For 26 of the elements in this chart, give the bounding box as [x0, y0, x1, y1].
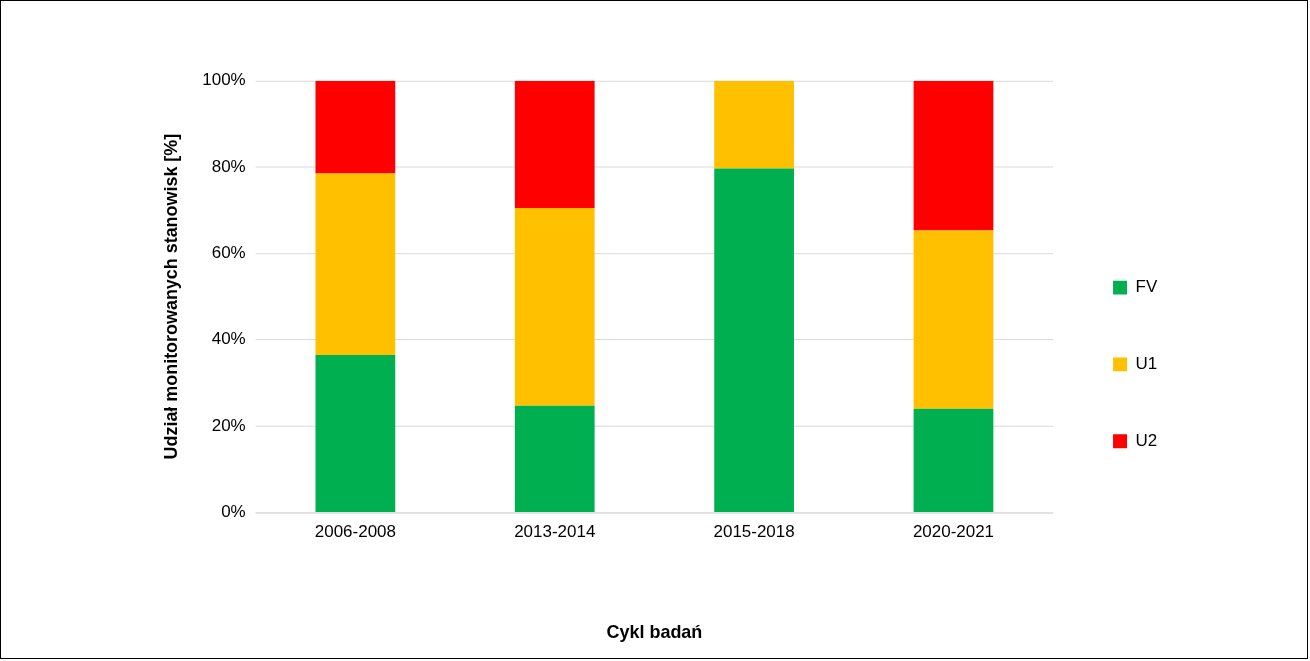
bar — [913, 408, 994, 512]
x-tick-label: 2006-2008 — [314, 522, 396, 542]
legend-label: U2 — [1135, 430, 1158, 450]
bar — [514, 208, 595, 406]
x-tick-label: 2015-2018 — [713, 522, 795, 542]
bar — [514, 80, 595, 209]
y-tick-label: 0% — [221, 502, 246, 522]
bar — [714, 168, 794, 512]
bar — [714, 80, 794, 169]
legend-label: FV — [1135, 277, 1158, 297]
x-axis-title: Cykl badań — [606, 622, 703, 643]
bar — [913, 80, 994, 231]
bar — [315, 354, 396, 512]
x-tick-label: 2020-2021 — [912, 522, 995, 542]
y-tick-label: 60% — [211, 243, 246, 263]
y-tick-label: 100% — [202, 70, 246, 90]
bar — [913, 230, 994, 409]
bar — [315, 173, 396, 355]
legend-label: U1 — [1135, 354, 1158, 374]
bar — [315, 80, 396, 174]
x-tick-label: 2013-2014 — [514, 522, 596, 542]
bar — [514, 405, 595, 512]
y-tick-label: 40% — [211, 329, 246, 349]
y-tick-label: 80% — [211, 156, 246, 176]
y-tick-label: 20% — [211, 415, 246, 435]
y-axis-title: Udział monitorowanych stanowisk [%] — [160, 133, 181, 460]
